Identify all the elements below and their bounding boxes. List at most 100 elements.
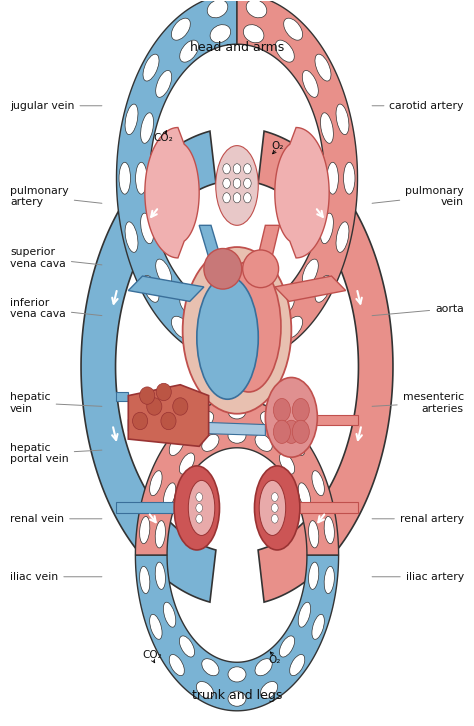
Ellipse shape (228, 691, 246, 706)
Text: renal artery: renal artery (372, 514, 464, 523)
Ellipse shape (243, 314, 264, 332)
Ellipse shape (125, 104, 138, 134)
Ellipse shape (223, 178, 230, 188)
Ellipse shape (217, 261, 281, 392)
Text: CO₂: CO₂ (142, 650, 162, 660)
Ellipse shape (336, 104, 349, 134)
Ellipse shape (150, 470, 162, 496)
Ellipse shape (272, 515, 278, 523)
Ellipse shape (141, 113, 154, 143)
Ellipse shape (273, 420, 291, 444)
Ellipse shape (302, 259, 319, 286)
Text: jugular vein: jugular vein (10, 101, 102, 111)
Text: aorta: aorta (372, 303, 464, 316)
Ellipse shape (196, 504, 202, 513)
Ellipse shape (140, 387, 155, 404)
Ellipse shape (174, 466, 219, 550)
Ellipse shape (260, 412, 278, 428)
Ellipse shape (207, 338, 228, 356)
Polygon shape (136, 399, 338, 555)
Text: inferior
vena cava: inferior vena cava (10, 298, 102, 319)
Polygon shape (128, 276, 204, 301)
Ellipse shape (265, 378, 318, 457)
Ellipse shape (136, 163, 147, 194)
Ellipse shape (283, 317, 302, 338)
Ellipse shape (197, 276, 258, 399)
Polygon shape (275, 128, 329, 258)
Ellipse shape (336, 222, 349, 253)
Polygon shape (128, 420, 265, 436)
Text: superior
vena cava: superior vena cava (10, 247, 102, 269)
Ellipse shape (309, 562, 319, 590)
Ellipse shape (207, 0, 228, 18)
Ellipse shape (196, 682, 214, 698)
Ellipse shape (233, 178, 241, 188)
Ellipse shape (320, 213, 333, 244)
Ellipse shape (125, 222, 138, 253)
Ellipse shape (320, 113, 333, 143)
Text: hepatic
portal vein: hepatic portal vein (10, 443, 102, 465)
Ellipse shape (309, 521, 319, 548)
Ellipse shape (324, 516, 334, 544)
Ellipse shape (255, 466, 300, 550)
Ellipse shape (280, 453, 295, 474)
Ellipse shape (155, 70, 172, 97)
Text: iliac artery: iliac artery (372, 572, 464, 582)
Ellipse shape (292, 399, 310, 422)
Text: CO₂: CO₂ (154, 134, 173, 143)
Polygon shape (275, 276, 346, 301)
Ellipse shape (246, 0, 267, 18)
Text: renal vein: renal vein (10, 514, 102, 523)
Ellipse shape (210, 314, 231, 332)
Polygon shape (128, 385, 209, 446)
Ellipse shape (216, 146, 258, 225)
Ellipse shape (182, 247, 292, 414)
Ellipse shape (172, 317, 191, 338)
Polygon shape (237, 0, 357, 363)
Ellipse shape (259, 481, 286, 536)
Text: iliac vein: iliac vein (10, 572, 102, 582)
Ellipse shape (243, 250, 279, 287)
Text: hepatic
vein: hepatic vein (10, 392, 102, 414)
Ellipse shape (223, 192, 230, 203)
Ellipse shape (143, 54, 159, 81)
Ellipse shape (228, 428, 246, 443)
Ellipse shape (196, 515, 202, 523)
Polygon shape (81, 131, 216, 602)
Polygon shape (136, 555, 338, 711)
Polygon shape (265, 415, 357, 425)
Ellipse shape (180, 294, 199, 317)
Ellipse shape (273, 399, 291, 422)
Ellipse shape (275, 294, 294, 317)
Ellipse shape (202, 658, 219, 676)
Ellipse shape (140, 566, 150, 594)
Ellipse shape (173, 398, 188, 415)
Ellipse shape (133, 412, 148, 430)
Ellipse shape (202, 434, 219, 452)
Ellipse shape (164, 602, 176, 627)
Ellipse shape (204, 248, 242, 289)
Ellipse shape (315, 275, 331, 302)
Text: pulmonary
artery: pulmonary artery (10, 186, 102, 207)
Ellipse shape (255, 434, 272, 452)
Ellipse shape (324, 566, 334, 594)
Ellipse shape (243, 25, 264, 43)
Ellipse shape (246, 338, 267, 356)
Ellipse shape (244, 192, 251, 203)
Ellipse shape (272, 493, 278, 502)
Ellipse shape (290, 654, 305, 676)
Text: O₂: O₂ (269, 655, 281, 665)
Ellipse shape (283, 18, 302, 40)
Ellipse shape (244, 164, 251, 174)
Ellipse shape (156, 383, 171, 401)
Ellipse shape (312, 470, 324, 496)
Ellipse shape (155, 259, 172, 286)
Ellipse shape (143, 275, 159, 302)
Text: trunk and legs: trunk and legs (192, 689, 282, 702)
Polygon shape (117, 0, 237, 363)
Ellipse shape (180, 40, 199, 62)
Ellipse shape (150, 614, 162, 640)
Text: head and arms: head and arms (190, 41, 284, 54)
Ellipse shape (172, 18, 191, 40)
Text: carotid artery: carotid artery (372, 101, 464, 111)
